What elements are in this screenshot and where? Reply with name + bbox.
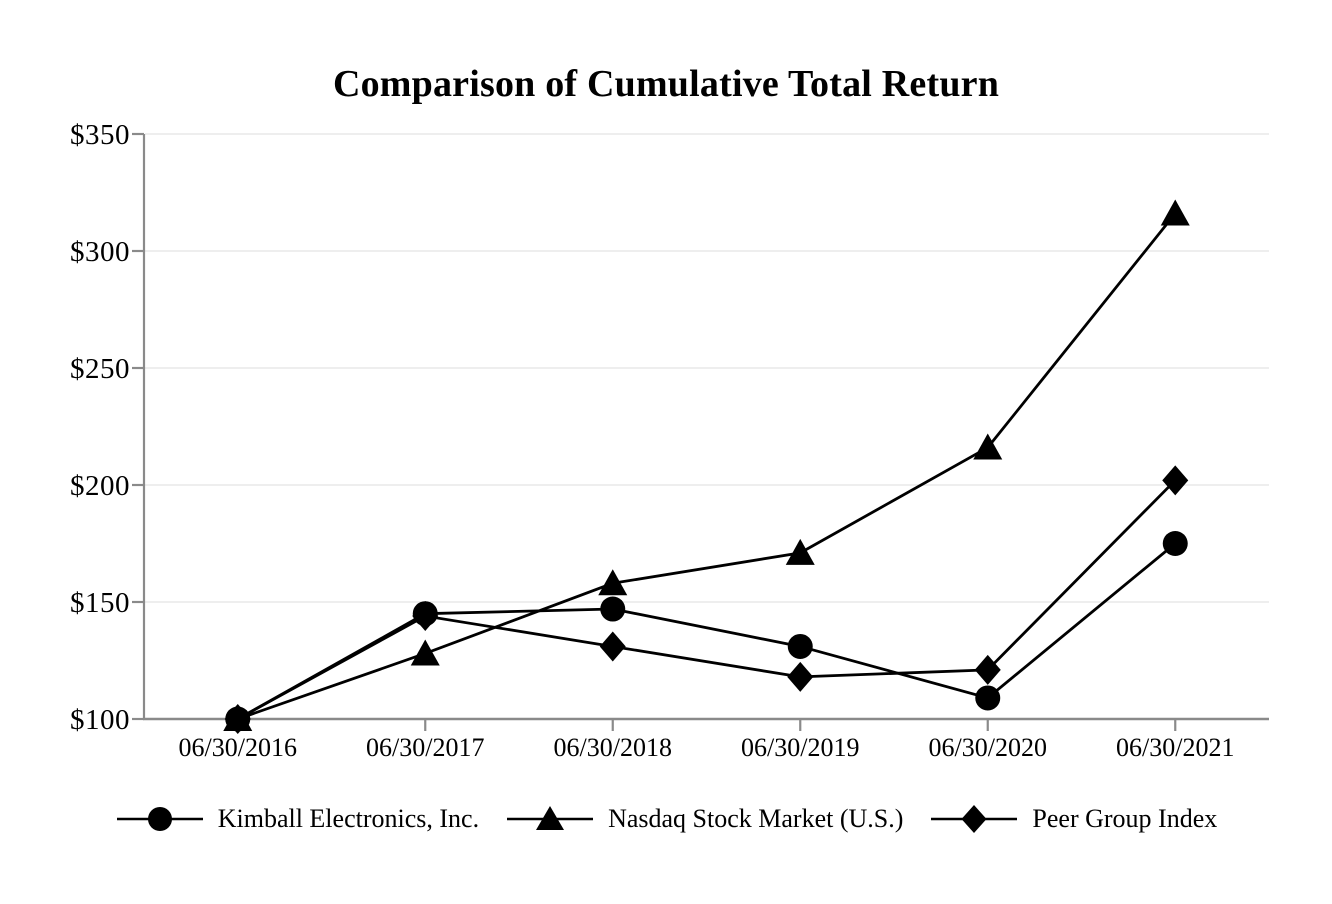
circle-marker-icon [116,807,203,831]
series-kimball-electronics-inc-circle-marker [787,633,813,659]
series-kimball-electronics-inc-circle-marker [975,685,1001,711]
series-nasdaq-stock-market-u-s-triangle-marker [1160,199,1190,226]
series-kimball-electronics-inc-circle-marker [412,601,438,627]
y-tick-label: $350 [70,119,130,151]
series-peer-group-index-diamond-marker [974,654,1001,685]
y-tick-label: $100 [70,704,130,736]
y-tick-label: $250 [70,353,130,385]
series-kimball-electronics-inc-circle-marker [1162,531,1188,556]
series-nasdaq-stock-market-u-s-triangle-marker [410,639,440,666]
x-tick-label: 06/30/2016 [179,733,297,762]
series-peer-group-index-diamond-marker [787,661,814,692]
legend-item-nasdaq-stock-market-u-s: Nasdaq Stock Market (U.S.) [505,802,903,836]
series-peer-group-index-diamond-marker [599,631,626,662]
series-nasdaq-stock-market-u-s-triangle-marker [598,569,628,596]
legend-label: Kimball Electronics, Inc. [217,804,480,833]
x-tick-label: 06/30/2021 [1116,733,1234,762]
legend-item-peer-group-index: Peer Group Index [929,802,1217,836]
series-kimball-electronics-inc-line [237,542,1177,721]
x-tick-label: 06/30/2020 [929,733,1047,762]
triangle-marker-icon [507,806,594,830]
legend-item-kimball-electronics-inc: Kimball Electronics, Inc. [115,802,479,836]
diamond-marker-icon [931,805,1018,833]
x-tick-label: 06/30/2019 [741,733,859,762]
series-peer-group-index-diamond-marker [1162,465,1189,496]
legend-label: Peer Group Index [1032,804,1218,833]
series-kimball-electronics-inc-circle-marker [600,596,626,622]
legend: Kimball Electronics, Inc. Nasdaq Stock Ma… [0,794,1332,844]
series-nasdaq-stock-market-u-s-triangle-marker [973,433,1003,460]
y-tick-label: $300 [70,236,130,268]
legend-label: Nasdaq Stock Market (U.S.) [608,804,904,833]
y-tick-label: $150 [70,587,130,619]
series-nasdaq-stock-market-u-s-triangle-marker [785,538,815,565]
x-tick-label: 06/30/2018 [554,733,672,762]
chart-title: Comparison of Cumulative Total Return [332,63,1000,105]
series-nasdaq-stock-market-u-s-line [237,212,1177,721]
y-tick-label: $200 [70,470,130,502]
series-peer-group-index-line [237,479,1177,721]
x-tick-label: 06/30/2017 [366,733,484,762]
series-kimball-electronics-inc-circle-marker [225,706,251,732]
